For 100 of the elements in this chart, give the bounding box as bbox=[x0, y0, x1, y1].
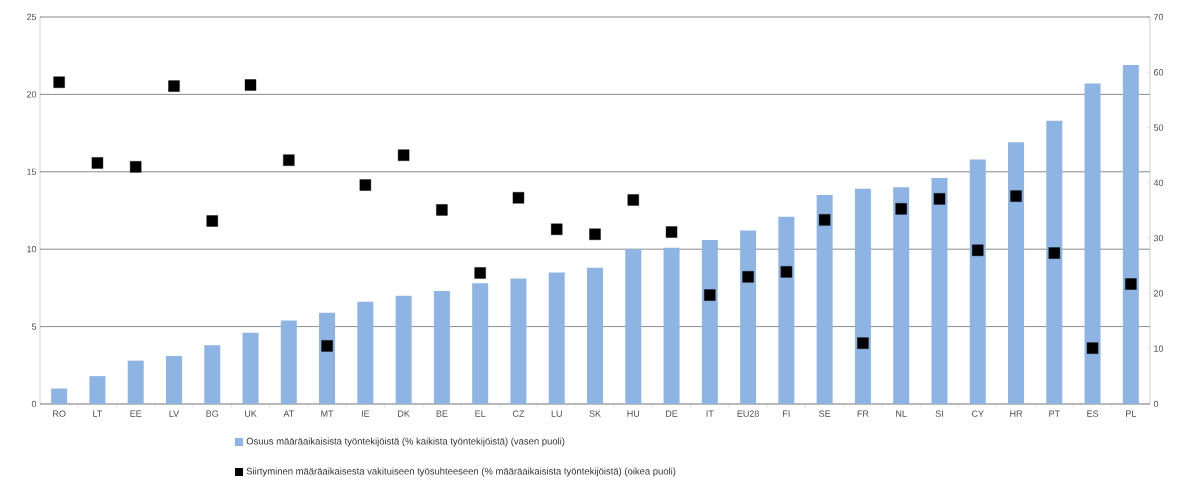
bar bbox=[778, 216, 795, 404]
point bbox=[283, 154, 295, 166]
point bbox=[512, 192, 525, 204]
point bbox=[857, 337, 869, 349]
bar bbox=[51, 388, 68, 404]
x-tick-label: FI bbox=[783, 410, 790, 417]
x-tick-label: EL bbox=[475, 410, 486, 417]
bar bbox=[740, 230, 757, 404]
bar bbox=[701, 239, 718, 404]
point bbox=[665, 226, 678, 238]
bar bbox=[165, 356, 182, 404]
x-tick-label: SI bbox=[935, 410, 943, 417]
x-tick-label: AT bbox=[283, 410, 294, 417]
y2-tick-label: 50 bbox=[1153, 124, 1164, 131]
point bbox=[627, 194, 639, 206]
x-tick-label: LU bbox=[551, 410, 562, 417]
bar bbox=[1084, 83, 1101, 404]
bar bbox=[931, 177, 948, 404]
point bbox=[206, 215, 218, 227]
x-tick-label: DK bbox=[398, 410, 410, 417]
bar bbox=[663, 247, 680, 404]
point bbox=[436, 204, 448, 216]
point bbox=[130, 161, 142, 173]
point bbox=[1010, 190, 1022, 202]
point bbox=[244, 79, 257, 91]
bar bbox=[510, 278, 527, 404]
y2-tick-label: 60 bbox=[1153, 69, 1164, 76]
x-tick-label: PT bbox=[1049, 410, 1060, 417]
x-tick-label: EU28 bbox=[737, 410, 759, 417]
point bbox=[704, 289, 716, 301]
x-tick-label: HR bbox=[1010, 410, 1023, 417]
bar bbox=[1046, 120, 1063, 404]
bar bbox=[548, 272, 565, 404]
point bbox=[1125, 278, 1137, 290]
y-tick-label: 10 bbox=[27, 246, 37, 253]
bar bbox=[893, 187, 910, 404]
x-tick-label: SE bbox=[819, 410, 831, 417]
bar bbox=[854, 188, 871, 404]
x-tick-label: CZ bbox=[512, 410, 525, 417]
point bbox=[742, 271, 754, 283]
bar bbox=[587, 267, 603, 404]
x-tick-label: IE bbox=[361, 410, 370, 417]
legend-label: Siirtyminen määräaikaisesta vakituiseen työsuhteeseen (% määräaikaisista työntekijöistä) (oikea puoli) bbox=[246, 467, 676, 477]
x-tick-label: NL bbox=[896, 410, 907, 417]
legend-label: Osuus määräaikaisista työntekijöistä (% kaikista työntekijöistä) (vasen puoli) bbox=[246, 437, 565, 447]
bar bbox=[89, 376, 106, 404]
point bbox=[780, 266, 793, 278]
point bbox=[53, 76, 65, 88]
x-tick-label: CY bbox=[971, 410, 984, 417]
bar bbox=[1008, 142, 1025, 404]
bar bbox=[204, 345, 221, 404]
point bbox=[474, 267, 486, 279]
bar bbox=[395, 295, 412, 404]
bar bbox=[357, 301, 374, 404]
point bbox=[359, 179, 372, 191]
bar bbox=[319, 312, 336, 404]
bar bbox=[969, 159, 986, 404]
x-tick-label: BE bbox=[436, 410, 448, 417]
y-tick-label: 20 bbox=[26, 91, 37, 98]
y-tick-label: 5 bbox=[31, 323, 37, 330]
y2-tick-label: 0 bbox=[1153, 400, 1159, 408]
x-tick-label: MT bbox=[321, 410, 334, 417]
bar bbox=[625, 249, 642, 404]
x-tick-label: FR bbox=[857, 410, 869, 417]
bar bbox=[816, 195, 833, 404]
point bbox=[321, 340, 333, 352]
bar bbox=[1122, 64, 1139, 404]
point bbox=[1086, 342, 1099, 354]
point bbox=[589, 228, 601, 240]
point bbox=[972, 244, 984, 256]
point bbox=[895, 203, 907, 215]
bar bbox=[280, 320, 297, 404]
x-tick-label: PL bbox=[1126, 410, 1137, 417]
y-tick-label: 0 bbox=[31, 400, 37, 408]
y2-tick-label: 30 bbox=[1153, 234, 1164, 242]
y2-tick-label: 20 bbox=[1153, 290, 1164, 297]
point bbox=[933, 193, 946, 205]
y-tick-label: 15 bbox=[27, 168, 37, 175]
x-tick-label: SK bbox=[589, 410, 601, 417]
bar bbox=[242, 332, 259, 404]
x-tick-label: EE bbox=[130, 410, 142, 417]
y2-tick-label: 40 bbox=[1153, 179, 1164, 187]
y2-tick-label: 70 bbox=[1153, 13, 1164, 21]
bar bbox=[127, 360, 144, 404]
point bbox=[818, 214, 831, 226]
point bbox=[91, 157, 104, 169]
x-tick-label: HU bbox=[627, 410, 640, 417]
point bbox=[168, 80, 180, 92]
x-tick-label: IT bbox=[706, 410, 714, 417]
x-tick-label: ES bbox=[1087, 410, 1099, 417]
bar bbox=[472, 283, 489, 404]
x-tick-label: LT bbox=[93, 410, 103, 417]
y2-tick-label: 10 bbox=[1154, 345, 1164, 352]
point bbox=[397, 149, 410, 161]
point bbox=[1048, 247, 1060, 259]
x-tick-label: RO bbox=[53, 410, 66, 417]
point bbox=[551, 223, 563, 235]
x-tick-label: LV bbox=[169, 410, 180, 417]
x-tick-label: UK bbox=[244, 410, 257, 417]
x-tick-label: DE bbox=[666, 410, 678, 417]
